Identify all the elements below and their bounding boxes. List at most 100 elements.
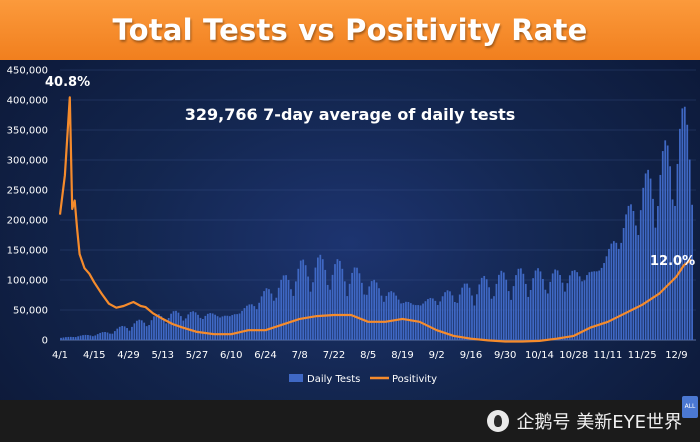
daily-tests-bar [439,301,442,340]
daily-tests-bar [118,326,121,340]
daily-tests-bar [155,314,158,340]
daily-tests-bar [189,311,192,340]
daily-tests-bar [287,279,290,340]
daily-tests-bar [321,259,324,340]
daily-tests-bar [277,287,280,340]
daily-tests-bar [414,305,417,340]
daily-tests-bar [361,282,363,340]
daily-tests-bar [192,311,194,340]
daily-tests-bar [250,304,253,340]
watermark-bar: 企鹅号 美新EYE世界 [0,400,700,442]
daily-tests-bar [238,313,241,340]
daily-tests-bar [647,169,649,340]
daily-tests-bar [150,320,153,340]
daily-tests-bar [116,328,119,340]
daily-tests-bar [199,317,202,340]
daily-tests-bar [351,272,353,340]
daily-tests-bar [500,270,503,340]
y-tick-label: 450,000 [7,66,48,77]
daily-tests-bar [268,289,270,340]
y-axis-ticks: 0 50,000 100,000 150,000 200,000 250,000 300,0… [7,66,48,347]
daily-tests-bar [219,317,221,340]
daily-tests-bar [603,263,605,340]
daily-tests-bar [686,124,689,340]
daily-tests-bar [544,289,547,340]
daily-tests-bar [586,275,588,340]
daily-tests-bar [676,163,679,340]
x-tick-label: 5/27 [186,350,208,361]
daily-tests-bar [148,325,150,340]
y-tick-label: 150,000 [7,246,48,257]
daily-tests-bar [409,303,412,340]
daily-tests-bar [373,279,376,340]
daily-tests-bar [248,304,251,340]
daily-tests-bar [280,279,283,340]
daily-tests-bar [111,333,114,340]
daily-tests-bar [517,268,520,340]
daily-tests-bar [590,271,593,340]
x-tick-label: 6/10 [220,350,242,361]
daily-tests-bar [495,283,498,340]
daily-tests-bar [520,268,522,340]
daily-tests-bar [87,334,89,340]
daily-tests-bar [228,316,231,340]
daily-tests-bar [654,227,657,340]
daily-tests-bar [661,151,664,340]
legend-positivity: Positivity [392,374,437,385]
daily-tests-bar [627,205,630,340]
daily-tests-bar [104,331,106,340]
daily-tests-bar [65,337,67,340]
daily-tests-bar [236,314,239,340]
x-tick-label: 4/1 [52,350,68,361]
daily-tests-bar [424,301,427,340]
daily-tests-bar [72,336,75,340]
x-tick-label: 9/16 [460,350,482,361]
daily-tests-bar [568,275,571,340]
title-banner: Total Tests vs Positivity Rate [0,0,700,60]
daily-tests-bar [187,314,190,340]
daily-tests-bar [461,287,464,340]
daily-tests-bar [451,295,454,340]
daily-tests-bar [392,292,395,340]
daily-tests-bar [610,243,613,340]
daily-tests-bar [522,273,525,340]
daily-tests-bar [167,317,170,340]
daily-tests-bar [385,295,388,340]
daily-tests-bar [537,268,539,340]
positivity-line [58,96,692,343]
daily-tests-bar [671,199,674,340]
start-positivity-label: 40.8% [45,75,90,90]
daily-tests-bar [96,334,99,340]
daily-tests-bar [588,272,591,340]
daily-tests-bar [74,337,77,340]
daily-tests-bar [282,275,285,340]
daily-tests-bar [380,295,383,340]
daily-tests-bar [431,298,434,340]
daily-tests-bar [564,291,566,340]
daily-tests-bars [60,106,694,341]
daily-tests-bar [605,256,608,340]
x-tick-label: 7/22 [323,350,345,361]
daily-tests-bar [339,260,341,340]
x-tick-label: 4/29 [117,350,139,361]
daily-tests-bar [94,335,97,340]
daily-tests-bar [258,302,261,340]
daily-tests-bar [160,316,163,340]
daily-tests-bar [194,312,197,340]
daily-tests-bar [402,302,405,340]
daily-tests-bar [542,278,544,340]
daily-tests-bar [573,270,576,340]
daily-tests-bar [214,314,217,340]
daily-tests-bar [346,296,349,340]
daily-tests-bar [666,145,669,340]
daily-tests-bar [316,257,319,340]
daily-tests-bar [512,286,515,340]
daily-tests-bar [123,326,126,340]
daily-tests-bar [60,337,62,340]
tests-average-annotation: 329,766 7-day average of daily tests [185,105,516,124]
y-tick-label: 100,000 [7,276,48,287]
daily-tests-bar [505,279,508,340]
daily-tests-bar [534,270,537,340]
daily-tests-bar [669,166,671,340]
